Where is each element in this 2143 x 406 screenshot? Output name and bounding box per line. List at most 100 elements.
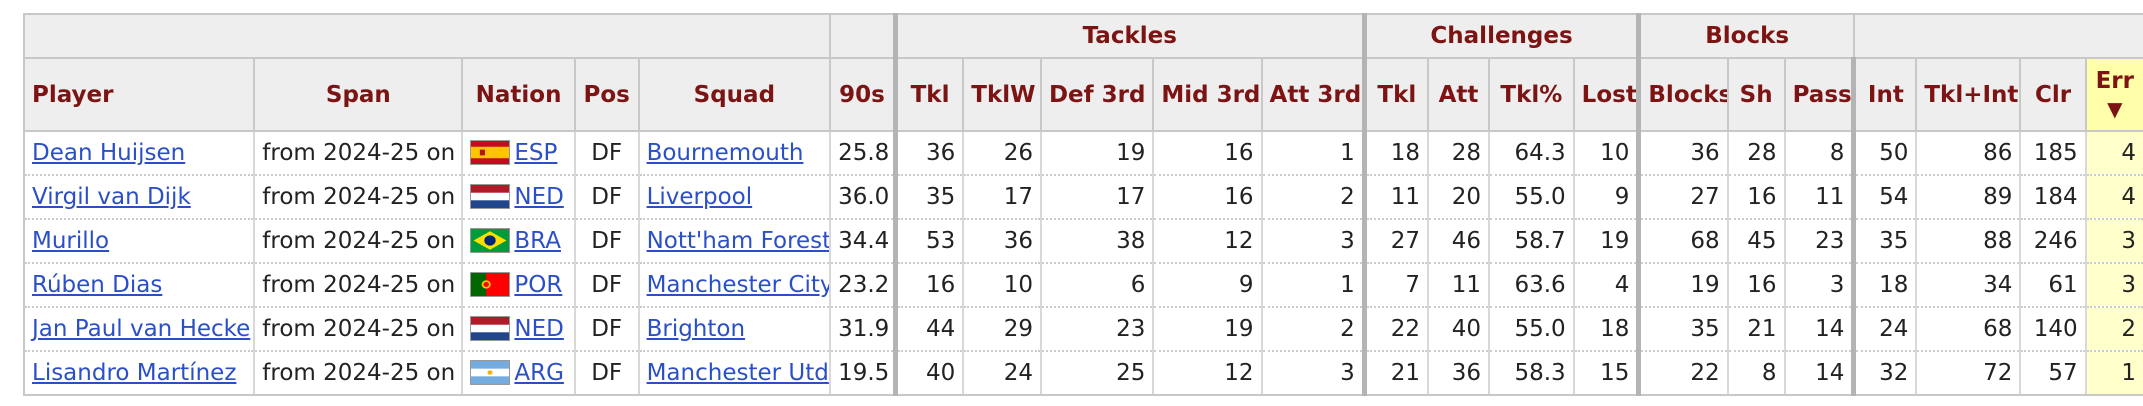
- player-link[interactable]: Dean Huijsen: [32, 140, 186, 166]
- cell-def-3rd: 23: [1039, 307, 1155, 352]
- nation-link[interactable]: POR: [514, 272, 563, 298]
- cell-squad: Nott'ham Forest: [637, 219, 832, 264]
- cell-clr: 246: [2019, 219, 2087, 264]
- nation-link[interactable]: ESP: [514, 140, 558, 166]
- cell-challenges-tkl-pct: 58.7: [1488, 219, 1575, 264]
- cell-mid-3rd: 9: [1152, 263, 1263, 308]
- col-header-90s[interactable]: 90s: [829, 57, 897, 132]
- cell-clr: 184: [2019, 175, 2087, 220]
- cell-span: from 2024-25 on: [253, 263, 464, 308]
- cell-tklw: 24: [962, 351, 1042, 396]
- cell-clr: 185: [2019, 131, 2087, 176]
- col-header-nation[interactable]: Nation: [461, 57, 576, 132]
- cell-att-3rd: 3: [1260, 219, 1366, 264]
- nation-link[interactable]: NED: [514, 316, 564, 342]
- col-header-sh[interactable]: Sh: [1726, 57, 1786, 132]
- cell-tkl: 35: [892, 175, 965, 220]
- cell-challenges-tkl: 7: [1361, 263, 1430, 308]
- cell-squad: Brighton: [637, 307, 832, 352]
- cell-squad: Manchester Utd: [637, 351, 832, 396]
- col-header-challenges-tkl[interactable]: Tkl: [1361, 57, 1430, 132]
- col-header-tkl-int[interactable]: Tkl+Int: [1915, 57, 2022, 132]
- col-header-challenges-tkl-pct[interactable]: Tkl%: [1488, 57, 1575, 132]
- player-link[interactable]: Jan Paul van Hecke: [32, 316, 251, 342]
- cell-tklw: 17: [962, 175, 1042, 220]
- cell-mid-3rd: 19: [1152, 307, 1263, 352]
- cell-sh: 45: [1726, 219, 1786, 264]
- col-header-challenges-lost[interactable]: Lost: [1572, 57, 1640, 132]
- cell-def-3rd: 6: [1039, 263, 1155, 308]
- group-header-challenges: Challenges: [1361, 13, 1640, 59]
- nation-link[interactable]: NED: [514, 184, 564, 210]
- squad-link[interactable]: Brighton: [646, 316, 746, 342]
- col-header-span[interactable]: Span: [253, 57, 464, 132]
- col-header-blocks[interactable]: Blocks: [1636, 57, 1729, 132]
- cell-nation: POR: [461, 263, 576, 308]
- cell-player: Murillo: [22, 219, 256, 264]
- cell-challenges-tkl-pct: 64.3: [1488, 131, 1575, 176]
- col-header-def-3rd[interactable]: Def 3rd: [1039, 57, 1155, 132]
- table-row: Rúben Dias from 2024-25 on POR DF Manchester…: [22, 263, 2143, 308]
- cell-blocks: 19: [1636, 263, 1729, 308]
- cell-tklw: 10: [962, 263, 1042, 308]
- col-header-pass[interactable]: Pass: [1783, 57, 1855, 132]
- cell-tkl-int: 86: [1915, 131, 2022, 176]
- table-body: Dean Huijsen from 2024-25 on ESP DF Bournemo…: [22, 131, 2143, 396]
- col-header-tklw[interactable]: TklW: [962, 57, 1042, 132]
- cell-nation: BRA: [461, 219, 576, 264]
- cell-int: 18: [1851, 263, 1918, 308]
- group-header-blank: [829, 13, 897, 59]
- col-header-challenges-att[interactable]: Att: [1427, 57, 1491, 132]
- squad-link[interactable]: Manchester City: [646, 272, 831, 298]
- cell-clr: 57: [2019, 351, 2087, 396]
- defense-stats-table-wrapper: Tackles Challenges Blocks Player Span Na…: [22, 13, 2143, 396]
- cell-player: Rúben Dias: [22, 263, 256, 308]
- cell-tkl-int: 34: [1915, 263, 2022, 308]
- cell-span: from 2024-25 on: [253, 307, 464, 352]
- cell-span: from 2024-25 on: [253, 219, 464, 264]
- cell-sh: 16: [1726, 263, 1786, 308]
- cell-def-3rd: 19: [1039, 131, 1155, 176]
- squad-link[interactable]: Nott'ham Forest: [646, 228, 831, 254]
- squad-link[interactable]: Bournemouth: [646, 140, 804, 166]
- cell-pass: 23: [1783, 219, 1855, 264]
- cell-tklw: 26: [962, 131, 1042, 176]
- col-header-pos[interactable]: Pos: [573, 57, 640, 132]
- col-header-clr[interactable]: Clr: [2019, 57, 2087, 132]
- cell-challenges-att: 28: [1427, 131, 1491, 176]
- cell-int: 32: [1851, 351, 1918, 396]
- cell-mid-3rd: 16: [1152, 131, 1263, 176]
- cell-player: Lisandro Martínez: [22, 351, 256, 396]
- cell-tkl-int: 72: [1915, 351, 2022, 396]
- col-header-err[interactable]: Err ▼: [2084, 57, 2143, 132]
- player-link[interactable]: Murillo: [32, 228, 110, 254]
- cell-challenges-tkl-pct: 55.0: [1488, 307, 1575, 352]
- cell-span: from 2024-25 on: [253, 351, 464, 396]
- squad-link[interactable]: Liverpool: [646, 184, 753, 210]
- cell-err: 3: [2084, 219, 2143, 264]
- nation-link[interactable]: ARG: [514, 360, 564, 386]
- cell-clr: 61: [2019, 263, 2087, 308]
- col-header-squad[interactable]: Squad: [637, 57, 832, 132]
- player-link[interactable]: Lisandro Martínez: [32, 360, 237, 386]
- player-link[interactable]: Virgil van Dijk: [32, 184, 191, 210]
- cell-clr: 140: [2019, 307, 2087, 352]
- col-header-int[interactable]: Int: [1851, 57, 1918, 132]
- player-link[interactable]: Rúben Dias: [32, 272, 163, 298]
- cell-pass: 11: [1783, 175, 1855, 220]
- col-header-player[interactable]: Player: [22, 57, 256, 132]
- table-row: Murillo from 2024-25 on BRA DF Nott'ham Fore…: [22, 219, 2143, 264]
- cell-90s: 25.8: [829, 131, 897, 176]
- cell-challenges-att: 20: [1427, 175, 1491, 220]
- col-header-tkl[interactable]: Tkl: [892, 57, 965, 132]
- nation-link[interactable]: BRA: [514, 228, 561, 254]
- cell-att-3rd: 1: [1260, 263, 1366, 308]
- col-header-mid-3rd[interactable]: Mid 3rd: [1152, 57, 1263, 132]
- col-header-att-3rd[interactable]: Att 3rd: [1260, 57, 1366, 132]
- cell-challenges-tkl: 22: [1361, 307, 1430, 352]
- squad-link[interactable]: Manchester Utd: [646, 360, 829, 386]
- cell-pass: 14: [1783, 351, 1855, 396]
- cell-err: 4: [2084, 175, 2143, 220]
- cell-challenges-lost: 4: [1572, 263, 1640, 308]
- cell-player: Jan Paul van Hecke: [22, 307, 256, 352]
